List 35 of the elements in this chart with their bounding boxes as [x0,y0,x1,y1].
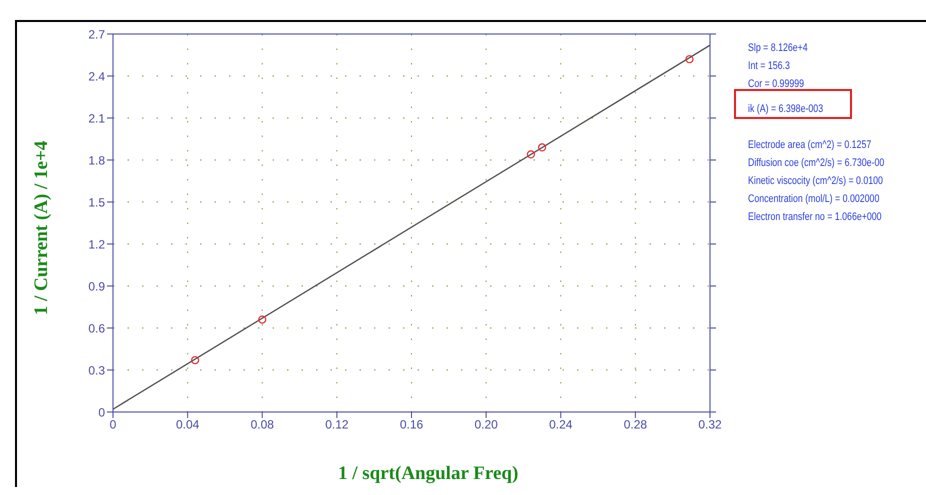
point [258,316,266,324]
text: Concentration (mol/L) = 0.002000 [748,193,880,205]
point [685,55,694,64]
text: Cor = 0.99999 [748,78,804,90]
y-tick-label: 1.5 [88,195,106,210]
y-tick-label: 1.8 [88,153,106,168]
y-axis-title: 1 / Current (A) / 1e+4 [31,140,53,316]
text: Kinetic viscocity (cm^2/s) = 0.0100 [748,175,883,187]
y-tick-label: 0 [98,405,106,420]
x-tick-label: 0.04 [176,418,200,432]
text: Slp = 8.126e+4 [748,42,808,54]
y-tick-label: 2.4 [88,69,106,84]
point [526,150,535,158]
point [190,356,200,364]
text: ik (A) = 6.398e-003 [748,103,824,115]
text: Electron transfer no = 1.066e+000 [748,211,882,223]
y-tick-label: 2.7 [88,27,106,42]
x-tick-label: 0.20 [474,418,498,432]
x-tick-label: 0.12 [325,418,349,432]
y-tick-label: 2.1 [88,111,106,126]
y-tick-label: 0.9 [88,279,106,294]
x-tick-label: 0.24 [549,418,573,432]
text: Int = 156.3 [748,60,790,72]
y-tick-label: 1.2 [88,237,106,252]
x-tick-label: 0 [110,418,117,432]
x-tick-label: 0.28 [624,418,648,432]
text: Diffusion coe (cm^2/s) = 6.730e-00 [748,157,884,169]
point [538,143,546,152]
y-tick-label: 0.6 [88,321,106,336]
text: Electrode area (cm^2) = 0.1257 [748,139,872,151]
y-tick-label: 0.3 [88,363,106,378]
x-tick-label: 0.16 [400,418,424,432]
x-axis-title: 1 / sqrt(Angular Freq) [338,463,518,485]
x-tick-label: 0.32 [698,418,722,432]
x-tick-label: 0.08 [250,418,274,432]
